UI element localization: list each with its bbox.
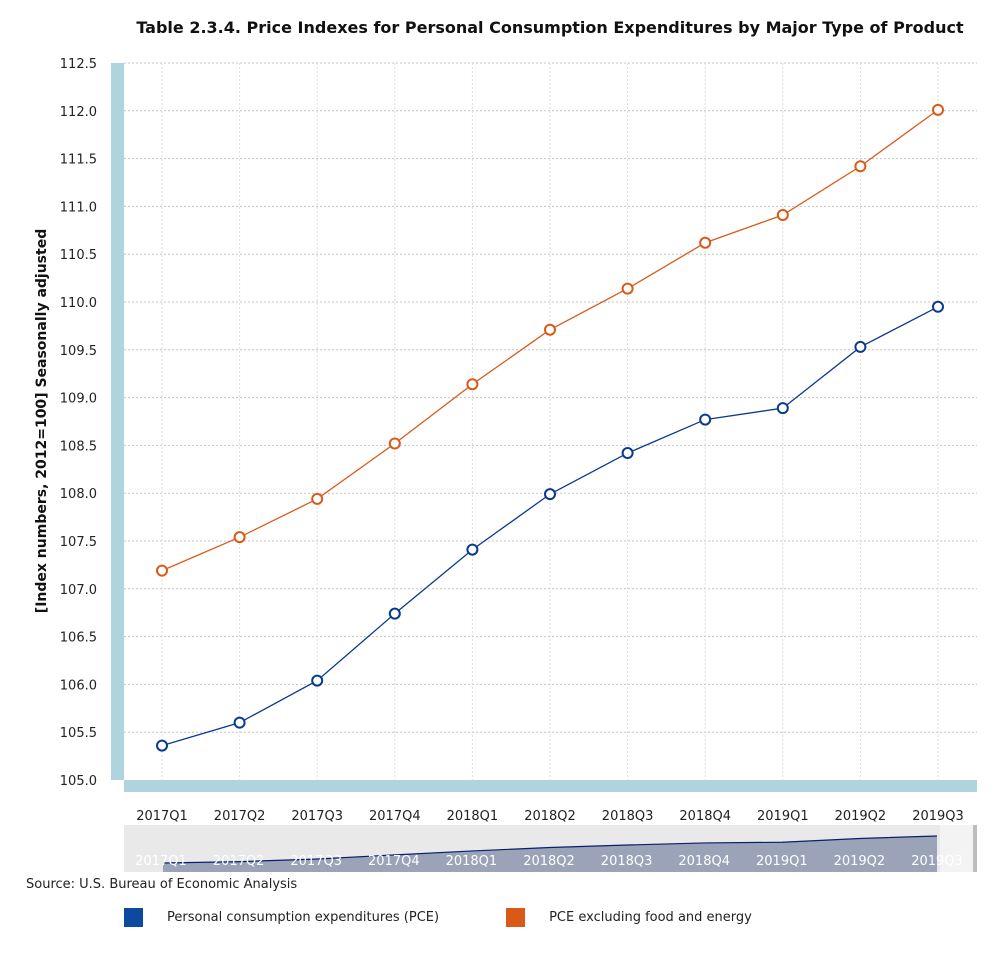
y-tick-label: 105.5: [60, 726, 97, 741]
data-point: [621, 282, 634, 295]
x-tick-label: 2017Q3: [291, 809, 343, 824]
x-tick-label: 2019Q1: [757, 809, 809, 824]
x-tick-label: 2019Q3: [912, 809, 964, 824]
data-point: [466, 543, 479, 556]
data-point: [156, 739, 168, 752]
y-axis-band: [111, 63, 124, 780]
y-tick-label: 112.5: [60, 57, 97, 72]
data-point: [311, 492, 324, 505]
data-point: [854, 340, 867, 353]
source-note: Source: U.S. Bureau of Economic Analysis: [26, 877, 298, 892]
navigator-line: [162, 835, 938, 864]
range-navigator[interactable]: 2017Q1 2017Q2 2017Q3 2017Q4 2018Q1 2018Q2 2018…: [124, 825, 977, 872]
data-point: [544, 488, 556, 501]
y-tick-label: 105.0: [60, 774, 97, 789]
y-tick-label: 106.5: [60, 631, 97, 646]
y-tick-label: 110.5: [60, 248, 97, 263]
data-point: [388, 607, 401, 620]
data-point: [233, 716, 246, 729]
navigator-tick-label: 2019Q3: [911, 854, 963, 869]
y-tick-label: 107.0: [60, 583, 97, 598]
data-point: [699, 413, 712, 426]
y-tick-label: 112.0: [60, 105, 97, 120]
legend-swatch-pce: [124, 908, 143, 927]
y-tick-label: 109.0: [60, 392, 97, 407]
legend-label-core-pce: PCE excluding food and energy: [549, 910, 752, 925]
x-tick-label: 2018Q4: [679, 809, 731, 824]
y-tick-label: 111.0: [60, 200, 97, 215]
navigator-area: [163, 836, 937, 872]
data-point: [621, 447, 634, 460]
x-tick-label: 2019Q2: [835, 809, 887, 824]
navigator-tick-label: 2018Q4: [678, 854, 730, 869]
legend-item-core-pce[interactable]: PCE excluding food and energy: [506, 908, 752, 927]
data-point: [776, 209, 789, 222]
navigator-tick-label: 2017Q4: [368, 854, 420, 869]
y-tick-label: 110.0: [60, 296, 97, 311]
data-point: [466, 378, 479, 391]
navigator-tick-label: 2017Q2: [213, 854, 265, 869]
x-tick-label: 2017Q1: [136, 809, 188, 824]
x-axis-ticks: 2017Q1 2017Q2 2017Q3 2017Q4 2018Q1 2018Q2 2018…: [136, 809, 964, 824]
navigator-tick-label: 2019Q2: [834, 854, 886, 869]
data-point: [699, 236, 712, 249]
x-tick-label: 2017Q2: [214, 809, 266, 824]
navigator-tick-label: 2017Q1: [135, 854, 187, 869]
legend-item-pce[interactable]: Personal consumption expenditures (PCE): [124, 908, 439, 927]
navigator-tick-label: 2018Q3: [601, 854, 653, 869]
y-tick-label: 111.5: [60, 153, 97, 168]
navigator-tick-label: 2017Q3: [290, 854, 342, 869]
x-axis-band: [124, 780, 977, 792]
navigator-tick-label: 2018Q2: [523, 854, 575, 869]
y-tick-label: 106.0: [60, 678, 97, 693]
data-point: [854, 160, 867, 173]
data-point: [932, 103, 944, 116]
x-tick-label: 2018Q2: [524, 809, 576, 824]
data-point: [388, 437, 401, 450]
data-point: [544, 323, 556, 336]
legend-label-pce: Personal consumption expenditures (PCE): [167, 910, 440, 925]
y-axis-label: [Index numbers, 2012=100] Seasonally adj…: [34, 229, 50, 613]
y-axis-ticks: 105.0 105.5 106.0 106.5 107.0 107.5 108.0 108.5…: [60, 57, 97, 789]
data-point: [156, 564, 168, 577]
x-tick-label: 2018Q1: [447, 809, 499, 824]
navigator-tick-label: 2019Q1: [756, 854, 808, 869]
data-point: [311, 674, 324, 687]
data-point: [776, 402, 789, 415]
data-point: [932, 300, 944, 313]
legend-swatch-core-pce: [506, 908, 526, 927]
y-tick-label: 108.0: [60, 487, 97, 502]
y-tick-label: 109.5: [60, 344, 97, 359]
data-point: [233, 531, 246, 544]
navigator-tick-label: 2018Q1: [446, 854, 498, 869]
grid: [124, 62, 977, 780]
chart-title: Table 2.3.4. Price Indexes for Personal …: [136, 18, 964, 37]
navigator-handle-right: [973, 825, 977, 872]
y-tick-label: 108.5: [60, 439, 97, 454]
legend: Personal consumption expenditures (PCE) …: [124, 908, 752, 927]
x-tick-label: 2018Q3: [602, 809, 654, 824]
y-tick-label: 107.5: [60, 535, 97, 550]
navigator-outside-area: [940, 825, 975, 872]
series-layer: [156, 103, 944, 752]
x-tick-label: 2017Q4: [369, 809, 421, 824]
